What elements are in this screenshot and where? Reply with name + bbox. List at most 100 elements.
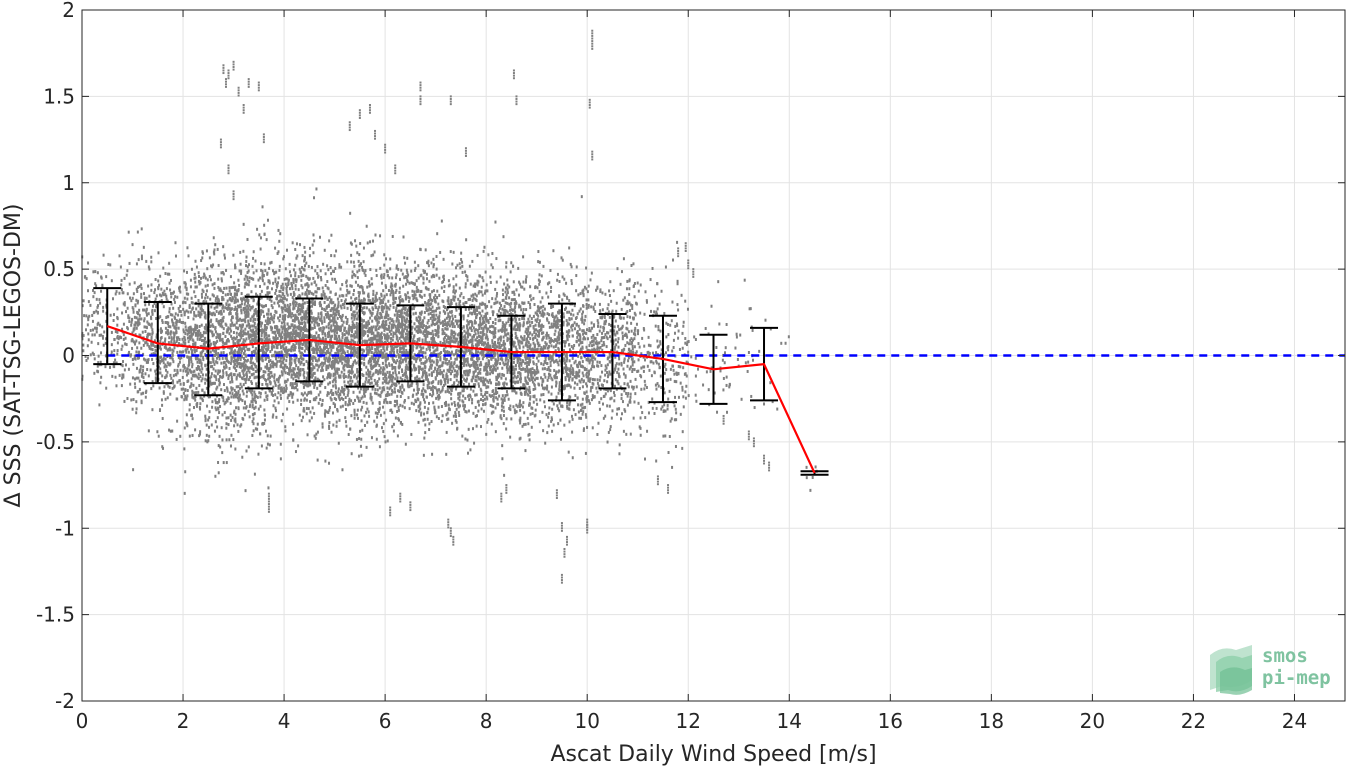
- scatter-point: [314, 320, 317, 324]
- scatter-point: [385, 257, 388, 261]
- scatter-point: [216, 339, 219, 343]
- scatter-point: [284, 335, 287, 339]
- scatter-point: [243, 318, 246, 322]
- scatter-point: [173, 339, 176, 343]
- scatter-point: [263, 418, 266, 422]
- scatter-point: [120, 288, 123, 292]
- scatter-point: [212, 250, 215, 254]
- scatter-point: [196, 401, 199, 405]
- scatter-point: [365, 352, 368, 356]
- scatter-point: [426, 326, 429, 330]
- scatter-point: [245, 449, 248, 453]
- scatter-point: [305, 412, 308, 416]
- scatter-point: [199, 336, 202, 340]
- scatter-point: [137, 318, 140, 322]
- scatter-point: [363, 306, 366, 310]
- scatter-point: [218, 354, 221, 358]
- scatter-point: [251, 393, 254, 397]
- scatter-point: [247, 445, 250, 449]
- scatter-point: [185, 348, 188, 352]
- scatter-point: [195, 285, 198, 289]
- scatter-point: [199, 396, 202, 400]
- scatter-point: [350, 296, 353, 300]
- scatter-point: [250, 366, 253, 370]
- scatter-point: [250, 391, 253, 395]
- scatter-point: [301, 292, 304, 296]
- scatter-point: [227, 306, 230, 310]
- scatter-point: [271, 347, 274, 351]
- scatter-point: [293, 348, 296, 352]
- scatter-point: [285, 380, 288, 384]
- scatter-point: [211, 323, 214, 327]
- scatter-point: [147, 374, 150, 378]
- scatter-point: [279, 359, 282, 363]
- scatter-point: [342, 374, 345, 378]
- scatter-point: [372, 292, 375, 296]
- scatter-point: [373, 364, 376, 368]
- scatter-point: [334, 357, 337, 361]
- scatter-point: [285, 334, 288, 338]
- scatter-point: [235, 292, 238, 296]
- scatter-point: [382, 289, 385, 293]
- scatter-point: [244, 274, 247, 278]
- scatter-point: [317, 274, 320, 278]
- scatter-point: [168, 272, 171, 276]
- scatter-point: [362, 382, 365, 386]
- scatter-point: [225, 398, 228, 402]
- scatter-point: [197, 333, 200, 337]
- scatter-point: [284, 282, 287, 286]
- scatter-point: [134, 323, 137, 327]
- scatter-point: [206, 295, 209, 299]
- scatter-point: [152, 384, 155, 388]
- scatter-point: [301, 315, 304, 319]
- scatter-point: [305, 292, 308, 296]
- scatter-point: [288, 393, 291, 397]
- scatter-point: [151, 331, 154, 335]
- scatter-point: [85, 328, 88, 332]
- scatter-point: [137, 299, 140, 303]
- scatter-point: [281, 317, 284, 321]
- scatter-point: [233, 356, 236, 360]
- scatter-point: [318, 235, 321, 239]
- scatter-point: [376, 331, 379, 335]
- scatter-point: [424, 360, 427, 364]
- scatter-point: [194, 344, 197, 348]
- scatter-point: [329, 343, 332, 347]
- scatter-point: [254, 307, 257, 311]
- scatter-point: [199, 407, 202, 411]
- scatter-point: [168, 281, 171, 285]
- scatter-point: [381, 368, 384, 372]
- scatter-point: [301, 254, 304, 258]
- scatter-point: [303, 349, 306, 353]
- scatter-point: [131, 306, 134, 310]
- scatter-point: [305, 406, 308, 410]
- scatter-point: [330, 298, 333, 302]
- scatter-point: [273, 301, 276, 305]
- scatter-point: [297, 303, 300, 307]
- scatter-point: [237, 362, 240, 366]
- scatter-point: [365, 372, 368, 376]
- scatter-point: [359, 429, 362, 433]
- scatter-point: [209, 382, 212, 386]
- scatter-point: [269, 359, 272, 363]
- scatter-point: [146, 368, 149, 372]
- scatter-point: [306, 315, 309, 319]
- scatter-point: [283, 367, 286, 371]
- scatter-point: [277, 351, 280, 355]
- scatter-point: [193, 310, 196, 314]
- scatter-point: [321, 425, 324, 429]
- scatter-point: [221, 298, 224, 302]
- scatter-point: [369, 268, 372, 272]
- scatter-point: [174, 316, 177, 320]
- scatter-point: [367, 349, 370, 353]
- scatter-point: [303, 409, 306, 413]
- scatter-point: [268, 279, 271, 283]
- scatter-point: [144, 372, 147, 376]
- scatter-point: [279, 457, 282, 461]
- scatter-point: [209, 324, 212, 328]
- scatter-point: [253, 406, 256, 410]
- scatter-point: [286, 293, 289, 297]
- scatter-point: [185, 292, 188, 296]
- scatter-point: [417, 365, 420, 369]
- scatter-point: [291, 393, 294, 397]
